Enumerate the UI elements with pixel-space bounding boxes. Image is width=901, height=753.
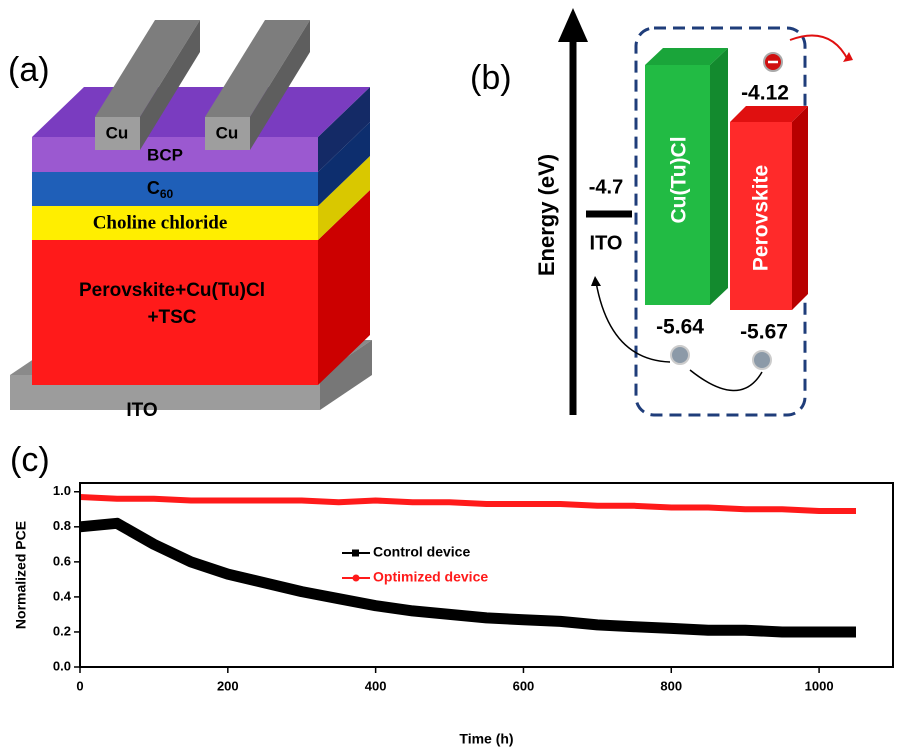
layer-label: C60 (147, 178, 174, 201)
transfer-arrow (689, 369, 763, 392)
layer-label: Choline chloride (93, 212, 228, 233)
legend-label: Control device (373, 544, 470, 560)
legend-marker (352, 549, 359, 557)
energy-value: -5.64 (656, 316, 704, 339)
electrode-label: Cu (216, 123, 239, 142)
transfer-arrow (789, 34, 849, 61)
transfer-arrow (595, 281, 671, 363)
y-tick-label: 0.6 (53, 553, 71, 568)
y-tick-label: 0.4 (53, 588, 72, 603)
layer-label: C (147, 178, 160, 198)
y-tick-label: 0.2 (53, 623, 71, 638)
band (730, 122, 792, 310)
dashed-box (634, 26, 807, 417)
chart: (c) Time (h) Normalized PCE 0.0 0.2 0.4 0.6 0.8… (10, 441, 894, 747)
x-tick-label: 800 (660, 678, 682, 693)
layer-label: ITO (126, 400, 157, 421)
x-tick-label: 400 (365, 678, 387, 693)
device-stack (10, 20, 372, 410)
x-tick-label: 200 (217, 678, 239, 693)
data-line (79, 517, 856, 638)
y-tick-label: 1.0 (53, 483, 71, 498)
band-top (730, 106, 808, 122)
legend-label: Optimized device (373, 569, 488, 585)
layer-label: Perovskite+Cu(Tu)Cl (79, 280, 265, 301)
band-label: Cu(Tu)Cl (668, 136, 691, 223)
band-side (792, 106, 808, 310)
x-axis-title: Time (h) (459, 731, 513, 747)
layer-subscript: 60 (160, 187, 174, 201)
x-tick-label: 0 (76, 678, 83, 693)
legend-marker (352, 574, 360, 582)
axis-title: Energy (eV) (534, 154, 559, 276)
energy-label: ITO (590, 232, 623, 254)
layer-label: +TSC (147, 307, 196, 328)
electrode-label: Cu (106, 123, 129, 142)
y-tick-label: 0.0 (53, 658, 71, 673)
arrow-head (558, 8, 588, 42)
x-tick-label: 1000 (805, 678, 834, 693)
energy-value: -4.12 (741, 82, 789, 105)
data-line (79, 494, 856, 514)
energy-value: -4.7 (589, 176, 623, 198)
plot-frame (79, 482, 894, 668)
band-label: Perovskite (750, 165, 773, 271)
y-tick-label: 0.8 (53, 518, 71, 533)
hole-icon (752, 350, 772, 370)
x-tick-label: 600 (513, 678, 535, 693)
band (645, 65, 710, 305)
band-top (645, 48, 728, 65)
energy-value: -5.67 (740, 321, 788, 344)
y-axis-title: Normalized PCE (13, 521, 29, 629)
band-side (710, 48, 728, 305)
panel-label: (a) (8, 51, 50, 89)
panel-label: (c) (10, 441, 50, 479)
hole-icon (670, 345, 690, 365)
layer-label: BCP (147, 145, 183, 164)
panel-label: (b) (470, 59, 512, 97)
